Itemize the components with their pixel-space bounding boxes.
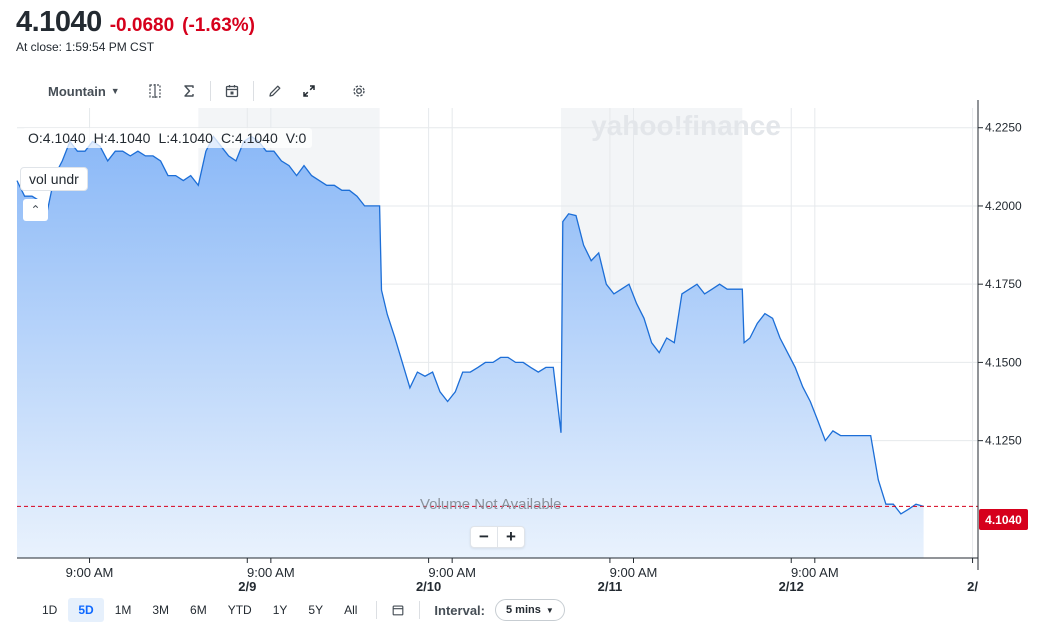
zoom-controls: − + [470,526,525,548]
y-tick-label: 4.2250 [985,121,1022,135]
ohlc-high: H:4.1040 [93,130,151,146]
range-buttons: 1D 5D 1M 3M 6M YTD 1Y 5Y All [32,598,368,622]
quote-price-row: 4.1040 -0.0680 (-1.63%) [16,6,255,39]
close-time: At close: 1:59:54 PM CST [16,40,155,54]
last-price-tag: 4.1040 [979,509,1028,530]
range-button-5y[interactable]: 5Y [308,603,324,617]
range-button-1m[interactable]: 1M [114,603,132,617]
range-button-1d[interactable]: 1D [42,603,58,617]
x-tick-label: 9:00 AM [66,565,114,580]
quote-header: 4.1040 -0.0680 (-1.63%) At close: 1:59:5… [16,6,255,54]
compare-icon[interactable] [142,78,168,104]
events-calendar-icon[interactable] [219,78,245,104]
current-price: 4.1040 [16,6,102,38]
x-tick-label: 9:00 AM [791,565,839,580]
x-tick-label: 2/11 [598,579,623,594]
x-tick-label: 2/10 [416,579,441,594]
chevron-down-icon: ▼ [110,86,120,96]
chart-type-dropdown[interactable]: Mountain ▼ [40,78,128,104]
x-tick-label: 2/12 [779,579,804,594]
y-tick-label: 4.2000 [985,199,1022,213]
yahoo-finance-watermark: yahoo!finance [591,110,781,141]
range-button-1y[interactable]: 1Y [272,603,288,617]
x-tick-label: 2/9 [238,579,256,594]
date-range-calendar-icon[interactable] [385,598,411,622]
range-button-all[interactable]: All [344,603,358,617]
chart-toolbar: Mountain ▼ [40,78,372,104]
study-label-button[interactable]: vol undr [20,167,88,191]
draw-pencil-icon[interactable] [262,78,288,104]
settings-gear-icon[interactable] [346,78,372,104]
collapse-chevron-up-icon[interactable]: ⌃ [23,199,48,221]
y-tick-label: 4.1500 [985,355,1022,369]
chart-type-label: Mountain [48,83,106,99]
ohlc-close: C:4.1040 [220,130,278,146]
ohlc-volume: V:0 [285,130,307,146]
price-change-percent: (-1.63%) [182,15,256,36]
y-tick-label: 4.1750 [985,277,1022,291]
range-divider [419,601,421,619]
range-button-5d[interactable]: 5D [68,598,104,622]
interval-label: Interval: [434,602,485,618]
price-area-fill [17,136,924,558]
y-tick-label: 4.1250 [985,434,1022,448]
range-button-ytd[interactable]: YTD [227,603,252,617]
price-chart[interactable]: yahoo!finance 4.2250 4.2000 4.1750 4.1500 4.… [0,100,1053,600]
ohlc-open: O:4.1040 [28,130,86,146]
ohlc-readout: O:4.1040 H:4.1040 L:4.1040 C:4.1040 V:0 [22,128,313,148]
toolbar-divider [209,81,211,101]
zoom-in-button[interactable]: + [497,527,524,547]
x-tick-label: 9:00 AM [247,565,295,580]
x-tick-label: 2/ [967,579,978,594]
interval-value: 5 mins [506,604,541,616]
x-tick-label: 9:00 AM [610,565,658,580]
range-button-6m[interactable]: 6M [190,603,207,617]
range-divider [376,601,378,619]
range-selector: 1D 5D 1M 3M 6M YTD 1Y 5Y All Interval: 5 mins ▼ [32,597,565,623]
price-line [16,135,924,515]
interval-dropdown[interactable]: 5 mins ▼ [495,599,565,621]
x-tick-label: 9:00 AM [428,565,476,580]
indicator-sigma-icon[interactable] [176,78,202,104]
toolbar-divider [252,81,254,101]
range-button-3m[interactable]: 3M [152,603,170,617]
fullscreen-icon[interactable] [296,78,322,104]
volume-not-available: Volume Not Available [420,496,562,513]
ohlc-low: L:4.1040 [158,130,213,146]
zoom-out-button[interactable]: − [479,527,489,546]
chevron-down-icon: ▼ [545,605,554,615]
price-change: -0.0680 [109,15,175,36]
